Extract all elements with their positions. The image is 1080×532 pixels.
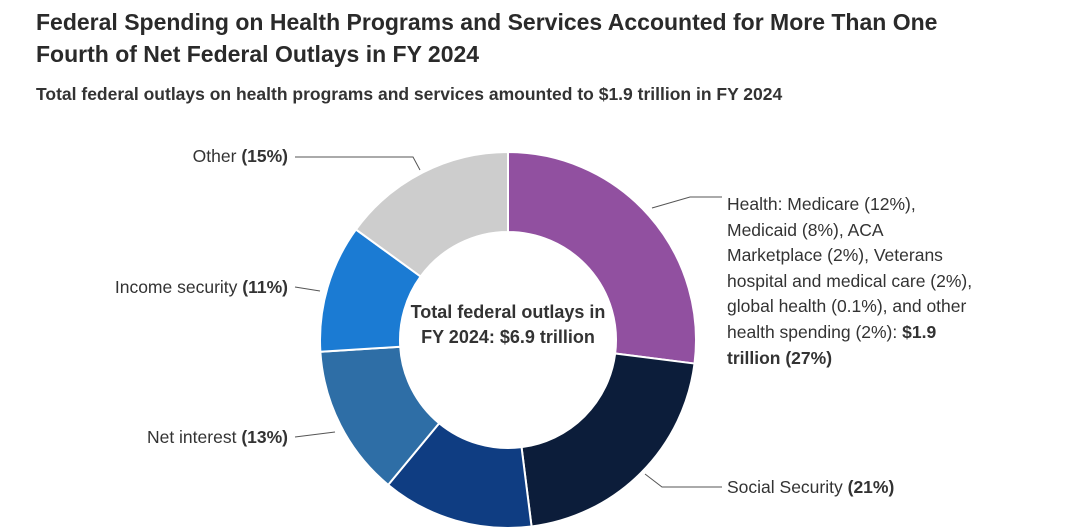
leader-line	[644, 473, 722, 488]
donut-segment	[354, 150, 509, 278]
leader-line	[294, 286, 321, 292]
leader-line	[651, 196, 722, 209]
segment-label: Net interest (13%)	[147, 425, 288, 451]
category-label: Net interest	[146, 427, 237, 447]
value-label: (21%)	[847, 477, 895, 497]
segment-label: Social Security (21%)	[727, 475, 894, 501]
chart-title: Federal Spending on Health Programs and …	[36, 9, 938, 67]
value-label: (11%)	[242, 277, 288, 297]
health-label: Health: Medicare (12%), Medicaid (8%), A…	[727, 192, 977, 371]
leader-line	[294, 431, 336, 438]
chart-subtitle: Total federal outlays on health programs…	[36, 84, 783, 104]
donut-segment	[520, 352, 696, 528]
segment-label: Other (15%)	[193, 144, 288, 170]
value-label: (15%)	[241, 146, 288, 166]
category-label: Income security	[114, 277, 238, 297]
category-label: Health: Medicare (12%), Medicaid (8%), A…	[727, 194, 973, 342]
segment-label: Income security (11%)	[115, 275, 288, 301]
category-label: Social Security	[727, 477, 843, 497]
category-label: Other	[192, 146, 237, 166]
donut-segment	[507, 150, 697, 365]
amount-label: $1.9 trillion	[727, 321, 937, 368]
value-label: (27%)	[785, 347, 833, 368]
leader-line	[295, 156, 421, 171]
value-label: (13%)	[241, 427, 288, 447]
leader-lines	[294, 156, 722, 488]
center-label: Total federal outlays in FY 2024: $6.9 t…	[410, 302, 606, 347]
